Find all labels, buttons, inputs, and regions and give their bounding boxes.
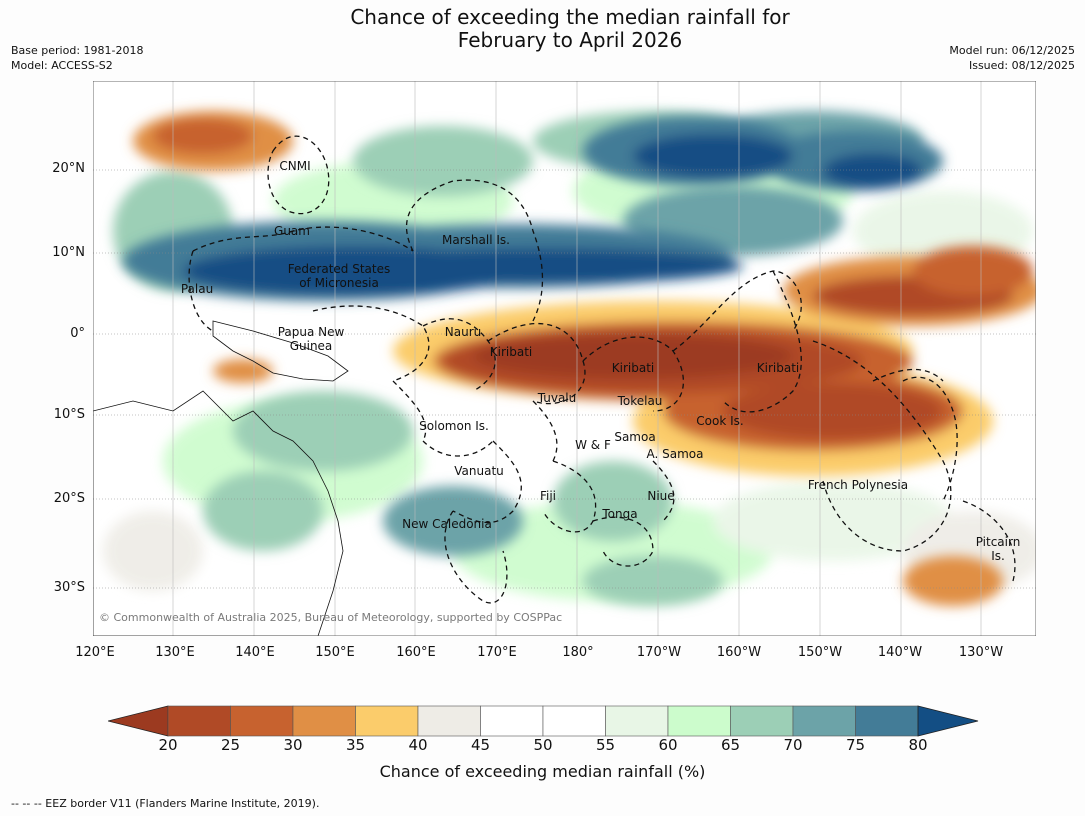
colorbar-bin-55-60 — [605, 705, 669, 737]
map-field — [93, 81, 1036, 636]
colorbar-bin-60-65 — [667, 705, 731, 737]
region-american-samoa: A. Samoa — [646, 447, 704, 461]
colorbar-bin-45-50 — [480, 705, 544, 737]
lon-label-130e: 130°E — [155, 645, 195, 660]
region-cnmi: CNMI — [279, 159, 311, 173]
lon-label-120e: 120°E — [75, 645, 115, 660]
region-png-line-2: Guinea — [289, 339, 333, 353]
colorbar-tick-25: 25 — [220, 736, 241, 754]
lon-label-140e: 140°E — [235, 645, 275, 660]
region-pitcairn-line-1: Pitcairn — [975, 535, 1021, 549]
region-tonga: Tonga — [602, 507, 638, 521]
model-run: Model run: 06/12/2025 — [949, 44, 1075, 57]
region-wallis-futuna: W & F — [575, 438, 611, 452]
lon-label-170w: 170°W — [636, 645, 682, 660]
colorbar-tick-65: 65 — [720, 736, 741, 754]
lon-label-160e: 160°E — [396, 645, 436, 660]
title-line-2: February to April 2026 — [457, 28, 683, 52]
lat-label-30s: 30°S — [53, 580, 85, 595]
colorbar-title: Chance of exceeding median rainfall (%) — [379, 762, 706, 781]
copyright-text: © Commonwealth of Australia 2025, Bureau… — [99, 611, 563, 624]
new-guinea-coastline — [212, 320, 349, 382]
region-french-polynesia: French Polynesia — [807, 478, 909, 492]
colorbar-bin-50-55 — [542, 705, 606, 737]
region-fsm-line-1: Federated States — [287, 262, 391, 276]
region-fiji: Fiji — [539, 489, 557, 503]
lat-label-20n: 20°N — [52, 161, 85, 176]
colorbar-tick-35: 35 — [345, 736, 366, 754]
colorbar-bin-40-45 — [417, 705, 481, 737]
region-kiribati-west: Kiribati — [489, 345, 533, 359]
region-cook: Cook Is. — [696, 414, 744, 428]
region-guam: Guam — [274, 224, 310, 238]
lat-label-20s: 20°S — [53, 491, 85, 506]
region-kiribati-east: Kiribati — [756, 361, 800, 375]
meta-left: Base period: 1981-2018 Model: ACCESS-S2 — [11, 43, 143, 73]
colorbar — [108, 705, 979, 737]
region-palau: Palau — [180, 282, 214, 296]
base-period: Base period: 1981-2018 — [11, 44, 144, 57]
region-fsm: Federated States of Micronesia — [288, 262, 390, 290]
colorbar-bin-70-75 — [792, 705, 856, 737]
colorbar-tick-70: 70 — [783, 736, 803, 754]
map-title: Chance of exceeding the median rainfall … — [0, 6, 1085, 52]
colorbar-bin-20-25 — [167, 705, 231, 737]
region-png-line-1: Papua New — [277, 325, 345, 339]
region-png: Papua New Guinea — [278, 325, 345, 353]
colorbar-tick-45: 45 — [470, 736, 491, 754]
region-vanuatu: Vanuatu — [454, 464, 504, 478]
colorbar-extend-low — [108, 705, 169, 737]
lat-label-10s: 10°S — [53, 407, 85, 422]
colorbar-bin-75-80 — [855, 705, 919, 737]
colorbar-extend-high — [917, 705, 979, 737]
lon-label-160w: 160°W — [716, 645, 762, 660]
region-tokelau: Tokelau — [617, 394, 663, 408]
lon-label-170e: 170°E — [477, 645, 517, 660]
rainfall-map: © Commonwealth of Australia 2025, Bureau… — [93, 81, 1036, 636]
lat-label-10n: 10°N — [52, 245, 85, 260]
colorbar-bin-35-40 — [355, 705, 419, 737]
region-new-caledonia: New Caledonia — [402, 517, 492, 531]
colorbar-tick-30: 30 — [283, 736, 303, 754]
lon-label-130w: 130°W — [958, 645, 1004, 660]
colorbar-tick-55: 55 — [595, 736, 616, 754]
region-pitcairn: Pitcairn Is. — [976, 535, 1021, 563]
region-kiribati-central: Kiribati — [611, 361, 655, 375]
colorbar-tick-60: 60 — [658, 736, 678, 754]
colorbar-bin-30-35 — [292, 705, 356, 737]
eez-footnote: -- -- -- EEZ border V11 (Flanders Marine… — [11, 797, 320, 810]
lon-label-150w: 150°W — [797, 645, 843, 660]
region-marshall: Marshall Is. — [442, 233, 510, 247]
lon-label-180: 180° — [562, 645, 594, 660]
title-line-1: Chance of exceeding the median rainfall … — [350, 5, 790, 29]
region-tuvalu: Tuvalu — [537, 391, 577, 405]
region-pitcairn-line-2: Is. — [991, 549, 1005, 563]
lon-label-140w: 140°W — [877, 645, 923, 660]
colorbar-tick-40: 40 — [408, 736, 428, 754]
australia-coastline — [93, 390, 344, 636]
region-niue: Niue — [647, 489, 675, 503]
region-solomon: Solomon Is. — [419, 419, 489, 433]
region-fsm-line-2: of Micronesia — [299, 276, 379, 290]
colorbar-tick-50: 50 — [533, 736, 553, 754]
meta-right: Model run: 06/12/2025 Issued: 08/12/2025 — [949, 43, 1075, 73]
region-nauru: Nauru — [444, 325, 482, 339]
model-name: Model: ACCESS-S2 — [11, 59, 113, 72]
issued-date: Issued: 08/12/2025 — [968, 59, 1075, 72]
colorbar-tick-20: 20 — [158, 736, 178, 754]
colorbar-bin-65-70 — [730, 705, 794, 737]
region-samoa: Samoa — [614, 430, 656, 444]
colorbar-tick-75: 75 — [845, 736, 866, 754]
lat-label-0: 0° — [70, 326, 85, 341]
colorbar-bin-25-30 — [230, 705, 294, 737]
lon-label-150e: 150°E — [315, 645, 355, 660]
colorbar-tick-80: 80 — [908, 736, 928, 754]
